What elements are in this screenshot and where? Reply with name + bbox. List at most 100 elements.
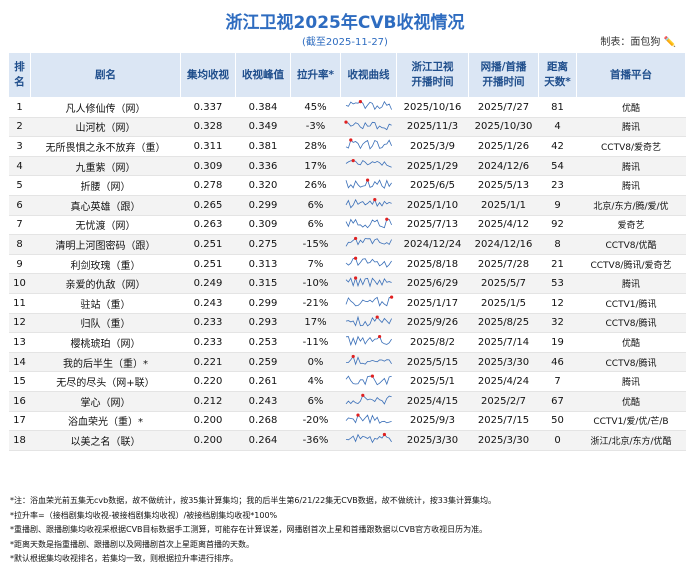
table-cell: 5: [8, 175, 31, 196]
table-cell: 2025/7/14: [468, 332, 539, 353]
table-row: 6 真心英雄（跟） 0.265 0.299 6% 2025/1/10 2025/1/1 9 北京…: [8, 195, 686, 216]
table-cell: 归队（重）: [30, 313, 181, 334]
table-row: 9 利剑玫瑰（重） 0.251 0.313 7% 2025/8/18 2025/7/28 21…: [8, 254, 686, 275]
table-cell: 8: [538, 234, 577, 255]
table-cell: 0.299: [235, 195, 291, 216]
table-cell: 92: [538, 215, 577, 236]
table-cell: 0.264: [235, 430, 291, 451]
sparkline: [343, 120, 392, 131]
table-cell: 2025/1/5: [468, 293, 539, 314]
author: 制表：面包狗 ✏️: [600, 37, 676, 48]
sparkline: [345, 178, 392, 189]
table-cell: 0.337: [180, 97, 236, 118]
sparkline-cell: [340, 215, 397, 236]
table-cell: 53: [538, 273, 577, 294]
table-cell: 2025/6/5: [396, 175, 469, 196]
table-cell: 优酷: [576, 391, 686, 412]
table-cell: 亲爱的仇敌（网）: [30, 273, 181, 294]
table-cell: 2025/11/3: [396, 117, 469, 138]
table-cell: 2025/8/18: [396, 254, 469, 275]
sparkline-cell: [340, 313, 397, 334]
table-cell: 0.336: [235, 156, 291, 177]
table-cell: 0.265: [180, 195, 236, 216]
table-cell: 16: [8, 391, 31, 412]
sparkline-line: [345, 238, 392, 247]
table-cell: 0.233: [180, 313, 236, 334]
column-header: 收视曲线: [340, 52, 397, 98]
table-cell: 18: [8, 430, 31, 451]
note: *重播剧、跟播剧集均收视采根据CVB目标数据手工测算，可能存在计算误差，网播剧首…: [10, 525, 488, 534]
table-row: 10 亲爱的仇敌（网） 0.249 0.315 -10% 2025/6/29 2025/5/…: [8, 273, 686, 294]
table-cell: 0.268: [235, 411, 291, 432]
table-cell: 46: [538, 352, 577, 373]
sparkline-cell: [340, 234, 397, 255]
table-cell: 4: [538, 117, 577, 138]
table-cell: 7: [538, 371, 577, 392]
table-cell: 0.200: [180, 430, 236, 451]
table-cell: 2025/4/24: [468, 371, 539, 392]
sparkline-peak: [351, 354, 355, 359]
table-cell: 0: [538, 430, 577, 451]
sparkline: [345, 433, 392, 444]
table-cell: 21: [538, 254, 577, 275]
sparkline: [345, 354, 392, 366]
table-cell: 2024/12/24: [396, 234, 469, 255]
table-cell: 腾讯: [576, 175, 686, 196]
table-row: 3 无所畏惧之永不放弃（重） 0.311 0.381 28% 2025/3/9 2025/1…: [8, 136, 686, 157]
table-cell: 浙江/北京/东方/优酷: [576, 430, 686, 451]
table-cell: 腾讯: [576, 371, 686, 392]
table-row: 15 无尽的尽头（网+联） 0.220 0.261 4% 2025/5/1 2025/4/2…: [8, 371, 686, 392]
column-header: 拉升率*: [290, 52, 341, 98]
ratings-table: 排名 剧名 集均收视 收视峰值 拉升率* 收视曲线 浙江卫视 开播时间 网播/首播 开播时间距…: [8, 52, 686, 451]
sparkline-cell: [340, 117, 397, 138]
sparkline-peak: [375, 315, 379, 319]
table-cell: 0.200: [180, 411, 236, 432]
notes: *注：浴血荣光前五集无cvb数据，故不做统计，按35集计算集均；我的后半生第6/…: [10, 494, 685, 567]
table-cell: 0.315: [235, 273, 291, 294]
sparkline: [345, 256, 392, 268]
sparkline-line: [345, 394, 392, 405]
header-row: 排名 剧名 集均收视 收视峰值 拉升率* 收视曲线 浙江卫视 开播时间 网播/首播 开播时间距…: [8, 52, 686, 98]
table-cell: 2025/3/30: [396, 430, 469, 451]
sparkline: [345, 295, 393, 307]
table-cell: 6%: [290, 391, 341, 412]
table-cell: 7%: [290, 254, 341, 275]
sparkline-peak: [355, 413, 360, 417]
table-cell: 腾讯: [576, 273, 686, 294]
table-cell: 0.212: [180, 391, 236, 412]
table-cell: CCTV1/爱/优/芒/B: [576, 411, 686, 432]
table-cell: 9: [538, 195, 577, 216]
sparkline-cell: [340, 293, 397, 314]
table-cell: 2025/9/3: [396, 411, 469, 432]
table-cell: 0.278: [180, 175, 236, 196]
table-cell: 优酷: [576, 97, 686, 118]
sparkline-cell: [340, 352, 397, 373]
table-cell: 驻站（重）: [30, 293, 181, 314]
table-cell: 3: [8, 136, 31, 157]
sparkline-cell: [340, 136, 397, 157]
table-row: 13 樱桃琥珀（网） 0.233 0.253 -11% 2025/8/2 2025/7/14…: [8, 332, 686, 353]
table-cell: -36%: [290, 430, 341, 451]
table-cell: -20%: [290, 411, 341, 432]
table-cell: 浴血荣光（重）*: [30, 411, 181, 432]
sparkline: [345, 237, 392, 247]
table-cell: 6%: [290, 215, 341, 236]
table-cell: 0.221: [180, 352, 236, 373]
column-header: 集均收视: [180, 52, 236, 98]
sparkline-cell: [340, 97, 397, 118]
sparkline: [345, 315, 392, 327]
title: 浙江卫视2025年CVB收视情况: [225, 13, 465, 33]
sparkline-line: [345, 198, 392, 209]
table-cell: 2025/3/9: [396, 136, 469, 157]
table-cell: 优酷: [576, 332, 686, 353]
table-cell: CCTV8/腾讯: [576, 313, 686, 334]
table-cell: 0.251: [180, 234, 236, 255]
table-cell: 0.220: [180, 371, 236, 392]
column-header: 浙江卫视 开播时间: [396, 52, 469, 98]
table-cell: 0.261: [235, 371, 291, 392]
table-cell: CCTV8/优酷: [576, 234, 686, 255]
table-cell: 折腰（网）: [30, 175, 181, 196]
table-cell: 0.381: [235, 136, 291, 157]
table-cell: 清明上河图密码（跟）: [30, 234, 181, 255]
table-row: 11 驻站（重） 0.243 0.299 -21% 2025/1/17 2025/1/5 12…: [8, 293, 686, 314]
